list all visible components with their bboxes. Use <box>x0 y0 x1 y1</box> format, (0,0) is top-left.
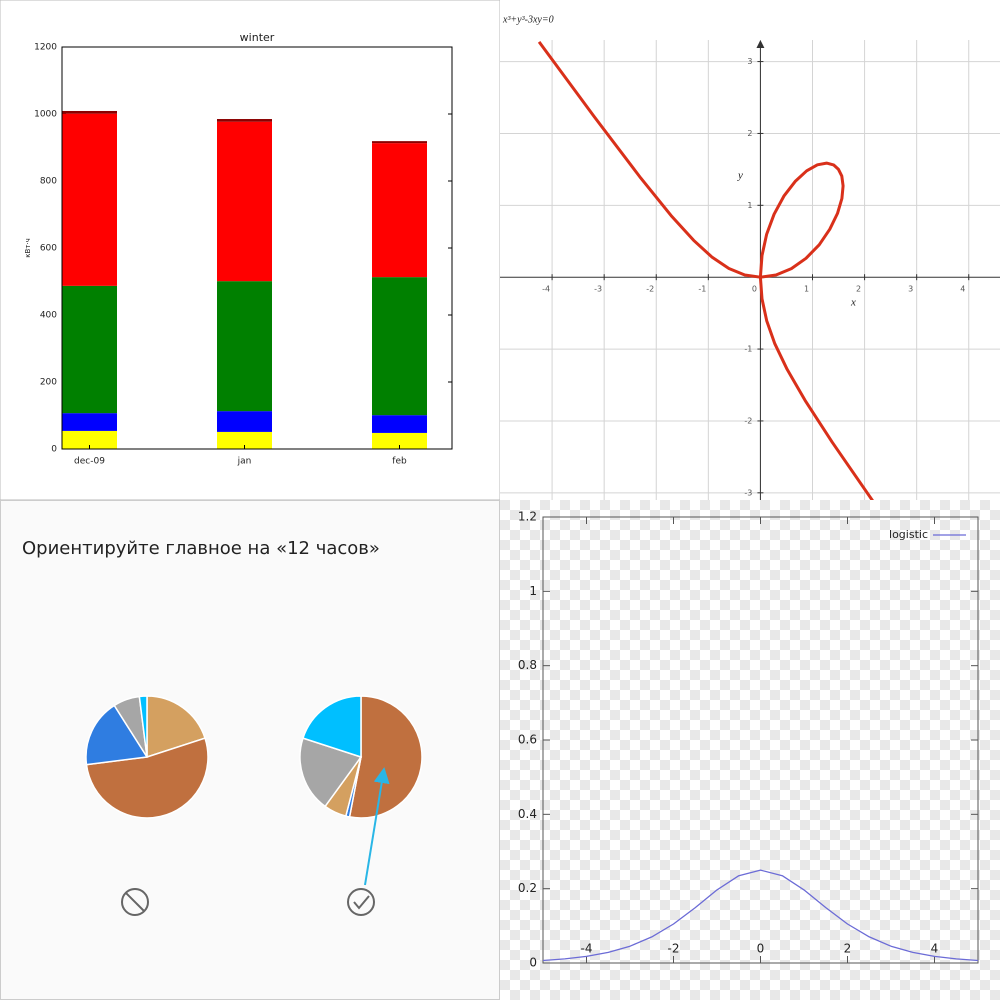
y-axis-label: y <box>737 170 743 182</box>
x-tick-label: -2 <box>646 285 654 294</box>
bar-segment <box>217 121 272 282</box>
y-tick-label: 2 <box>747 129 752 138</box>
chart-title: winter <box>240 31 275 44</box>
y-tick-label: 0.8 <box>518 658 537 672</box>
y-tick-label: 1 <box>529 584 537 598</box>
y-tick-label: -1 <box>744 345 752 354</box>
y-tick-label: 0 <box>529 956 537 970</box>
bar-segment <box>62 413 117 431</box>
approved-icon <box>347 888 375 916</box>
x-tick-label: -1 <box>698 285 706 294</box>
data-line <box>543 869 978 962</box>
plot-frame <box>61 46 453 450</box>
bar-segment <box>217 281 272 412</box>
x-tick-label: -3 <box>594 285 602 294</box>
data-line <box>537 41 874 500</box>
x-tick-label: dec-09 <box>74 457 105 467</box>
prohibited-icon <box>121 888 149 916</box>
bar-segment <box>372 141 427 144</box>
y-axis-label: кВт·ч <box>24 238 32 257</box>
x-tick-label: 0 <box>752 285 757 294</box>
pie-slice <box>348 695 423 819</box>
y-tick-label: 600 <box>40 244 57 254</box>
y-tick-label: 1000 <box>34 110 57 120</box>
y-tick-label: 0 <box>51 445 57 455</box>
y-tick-label: 1.2 <box>518 510 537 524</box>
pie-slice <box>146 695 206 759</box>
x-tick-label: 0 <box>757 942 765 956</box>
x-tick-label: -4 <box>542 285 550 294</box>
panel-logistic <box>500 500 1000 1000</box>
x-tick-label: 3 <box>908 285 913 294</box>
x-tick-label: 1 <box>804 285 809 294</box>
x-tick-label: 4 <box>931 942 939 956</box>
x-tick-label: -4 <box>581 942 593 956</box>
y-tick-label: 200 <box>40 378 57 388</box>
x-tick-label: -2 <box>668 942 680 956</box>
pie-slice <box>299 737 363 808</box>
hint-arrow <box>364 767 390 886</box>
y-tick-label: 1200 <box>34 43 57 53</box>
bar-segment <box>217 119 272 122</box>
x-tick-label: 4 <box>960 285 965 294</box>
bar-segment <box>372 415 427 433</box>
y-tick-label: 0.4 <box>518 807 537 821</box>
y-tick-label: 3 <box>747 57 752 66</box>
bar-segment <box>372 432 427 449</box>
y-tick-label: 400 <box>40 311 57 321</box>
pie-slice <box>138 695 148 758</box>
bar-segment <box>62 110 117 114</box>
chart-title: Ориентируйте главное на «12 часов» <box>22 538 380 559</box>
chart-title: x³+y³-3xy=0 <box>502 14 554 25</box>
y-tick-label: 1 <box>747 201 752 210</box>
x-tick-label: feb <box>392 457 407 467</box>
x-axis-label: x <box>850 297 856 309</box>
x-tick-label: 2 <box>844 942 852 956</box>
bar-segment <box>62 285 117 414</box>
y-tick-label: 0.2 <box>518 881 537 895</box>
bar-segment <box>372 277 427 416</box>
y-tick-label: 800 <box>40 177 57 187</box>
bar-segment <box>372 143 427 278</box>
bar-segment <box>62 113 117 286</box>
panel-pies <box>0 500 500 1000</box>
legend-label: logistic <box>889 528 928 541</box>
x-tick-label: jan <box>237 457 252 467</box>
bar-segment <box>62 430 117 449</box>
pie-slice <box>85 704 149 766</box>
y-tick-label: -3 <box>744 488 752 497</box>
pie-slice <box>302 695 362 759</box>
bar-segment <box>217 411 272 432</box>
bar-segment <box>217 431 272 449</box>
y-tick-label: 0.6 <box>518 733 537 747</box>
y-tick-label: -2 <box>744 416 752 425</box>
x-tick-label: 2 <box>856 285 861 294</box>
pie-slice <box>85 737 209 819</box>
